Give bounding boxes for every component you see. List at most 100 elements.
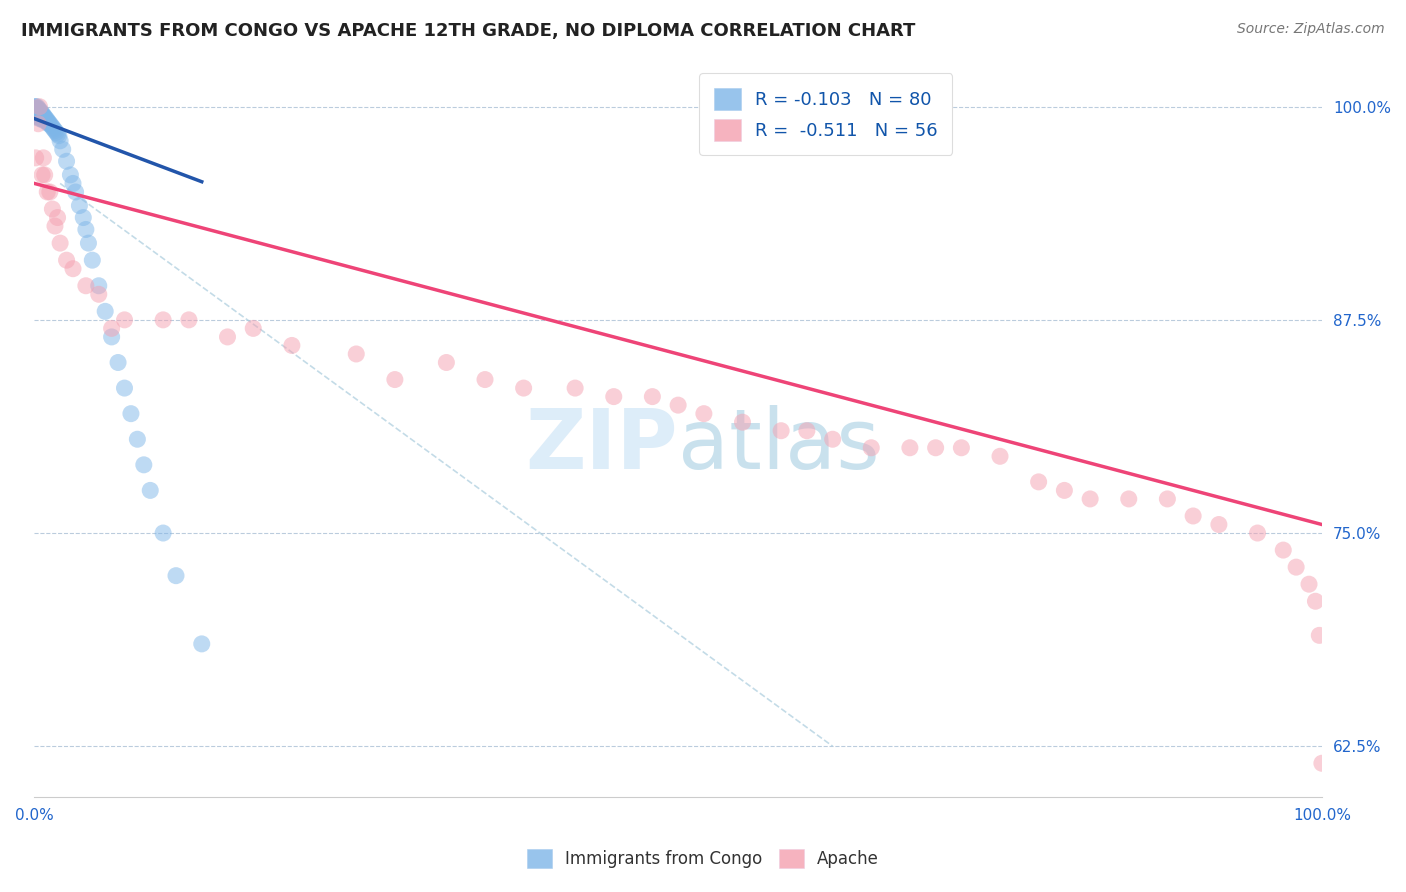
Point [31, 106, 53, 120]
Point [32, 112, 55, 126]
Point [1208, 517, 1230, 532]
Point [30, 110, 52, 124]
Text: IMMIGRANTS FROM CONGO VS APACHE 12TH GRADE, NO DIPLOMA CORRELATION CHART: IMMIGRANTS FROM CONGO VS APACHE 12TH GRA… [21, 22, 915, 40]
Point [44, 219, 66, 233]
Point [1078, 491, 1101, 506]
Point [94, 304, 117, 318]
Point [24, 103, 46, 117]
Point [152, 526, 174, 541]
Point [25, 103, 48, 117]
Point [72, 211, 94, 225]
Point [32, 110, 55, 124]
Point [30, 104, 52, 119]
Text: Source: ZipAtlas.com: Source: ZipAtlas.com [1237, 22, 1385, 37]
Text: atlas: atlas [678, 405, 880, 486]
Point [139, 483, 162, 498]
Point [48, 128, 70, 143]
Point [28, 100, 51, 114]
Point [384, 373, 406, 387]
Point [434, 355, 457, 369]
Point [177, 313, 200, 327]
Point [217, 330, 239, 344]
Point [190, 637, 212, 651]
Point [25, 102, 48, 116]
Point [24, 108, 46, 122]
Point [31, 110, 53, 124]
Point [666, 398, 689, 412]
Point [24, 106, 46, 120]
Point [100, 330, 122, 344]
Point [25, 104, 48, 119]
Point [62, 177, 84, 191]
Point [924, 441, 946, 455]
Point [49, 236, 72, 251]
Point [1308, 628, 1330, 642]
Point [30, 106, 52, 120]
Point [898, 441, 921, 455]
Point [165, 568, 187, 582]
Point [641, 390, 664, 404]
Point [28, 108, 51, 122]
Point [1285, 560, 1308, 574]
Point [114, 381, 136, 395]
Point [55, 253, 77, 268]
Point [1118, 491, 1140, 506]
Point [107, 355, 129, 369]
Point [62, 261, 84, 276]
Point [32, 108, 55, 122]
Point [55, 154, 77, 169]
Point [46, 211, 69, 225]
Point [39, 119, 62, 133]
Point [35, 112, 58, 126]
Point [693, 407, 716, 421]
Point [27, 106, 49, 120]
Point [1028, 475, 1050, 489]
Legend: R = -0.103   N = 80, R =  -0.511   N = 56: R = -0.103 N = 80, R = -0.511 N = 56 [699, 73, 952, 155]
Point [512, 381, 534, 395]
Point [38, 117, 60, 131]
Point [1298, 577, 1320, 591]
Point [1272, 543, 1295, 558]
Point [100, 321, 122, 335]
Point [1310, 756, 1333, 771]
Point [59, 168, 82, 182]
Point [37, 115, 59, 129]
Point [45, 125, 67, 139]
Point [281, 338, 304, 352]
Point [27, 108, 49, 122]
Point [1156, 491, 1178, 506]
Point [860, 441, 883, 455]
Point [27, 104, 49, 119]
Point [38, 117, 60, 131]
Point [32, 151, 55, 165]
Point [42, 121, 65, 136]
Point [770, 424, 793, 438]
Point [1246, 526, 1268, 541]
Point [30, 112, 52, 126]
Point [22, 103, 45, 117]
Point [564, 381, 586, 395]
Point [474, 373, 496, 387]
Point [75, 222, 97, 236]
Point [28, 112, 51, 126]
Point [24, 104, 46, 119]
Point [988, 450, 1011, 464]
Point [67, 198, 90, 212]
Point [49, 134, 72, 148]
Point [28, 106, 51, 120]
Point [87, 287, 110, 301]
Point [120, 407, 142, 421]
Point [82, 253, 104, 268]
Point [75, 278, 97, 293]
Point [1182, 508, 1205, 523]
Point [27, 102, 49, 116]
Point [24, 100, 46, 114]
Point [25, 100, 48, 114]
Point [46, 127, 69, 141]
Point [27, 110, 49, 124]
Point [25, 108, 48, 122]
Point [127, 432, 149, 446]
Point [27, 117, 49, 131]
Point [25, 106, 48, 120]
Point [24, 102, 46, 116]
